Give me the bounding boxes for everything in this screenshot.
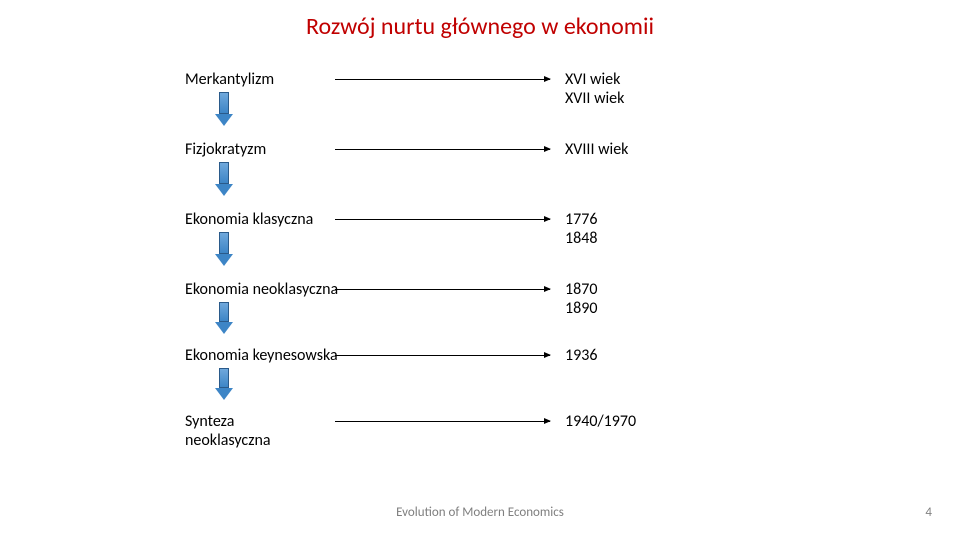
stage-label: Synteza neoklasyczna (185, 412, 365, 450)
page-number: 4 (925, 505, 932, 520)
stage-dates: XVI wiek XVII wiek (565, 70, 624, 108)
diagram-row: Synteza neoklasyczna 1940/1970 (185, 412, 785, 462)
horizontal-arrow (335, 289, 550, 290)
diagram-row: Ekonomia neoklasyczna1870 1890 (185, 280, 785, 346)
down-arrow-icon (215, 232, 233, 266)
stage-dates: 1940/1970 (565, 412, 636, 431)
diagram-container: MerkantylizmXVI wiek XVII wiekFizjokraty… (185, 70, 785, 462)
stage-dates: XVIII wiek (565, 140, 628, 159)
horizontal-arrow (335, 149, 550, 150)
stage-dates: 1776 1848 (565, 210, 597, 248)
footer-text: Evolution of Modern Economics (0, 505, 960, 520)
stage-dates: 1870 1890 (565, 280, 597, 318)
slide-title: Rozwój nurtu głównego w ekonomii (0, 12, 960, 41)
horizontal-arrow (335, 355, 550, 356)
down-arrow-icon (215, 162, 233, 196)
diagram-row: MerkantylizmXVI wiek XVII wiek (185, 70, 785, 140)
horizontal-arrow (335, 219, 550, 220)
stage-dates: 1936 (565, 346, 597, 365)
diagram-row: FizjokratyzmXVIII wiek (185, 140, 785, 210)
down-arrow-icon (215, 368, 233, 400)
down-arrow-icon (215, 302, 233, 334)
horizontal-arrow (335, 421, 550, 422)
diagram-row: Ekonomia klasyczna1776 1848 (185, 210, 785, 280)
diagram-row: Ekonomia keynesowska1936 (185, 346, 785, 412)
horizontal-arrow (335, 79, 550, 80)
down-arrow-icon (215, 92, 233, 126)
